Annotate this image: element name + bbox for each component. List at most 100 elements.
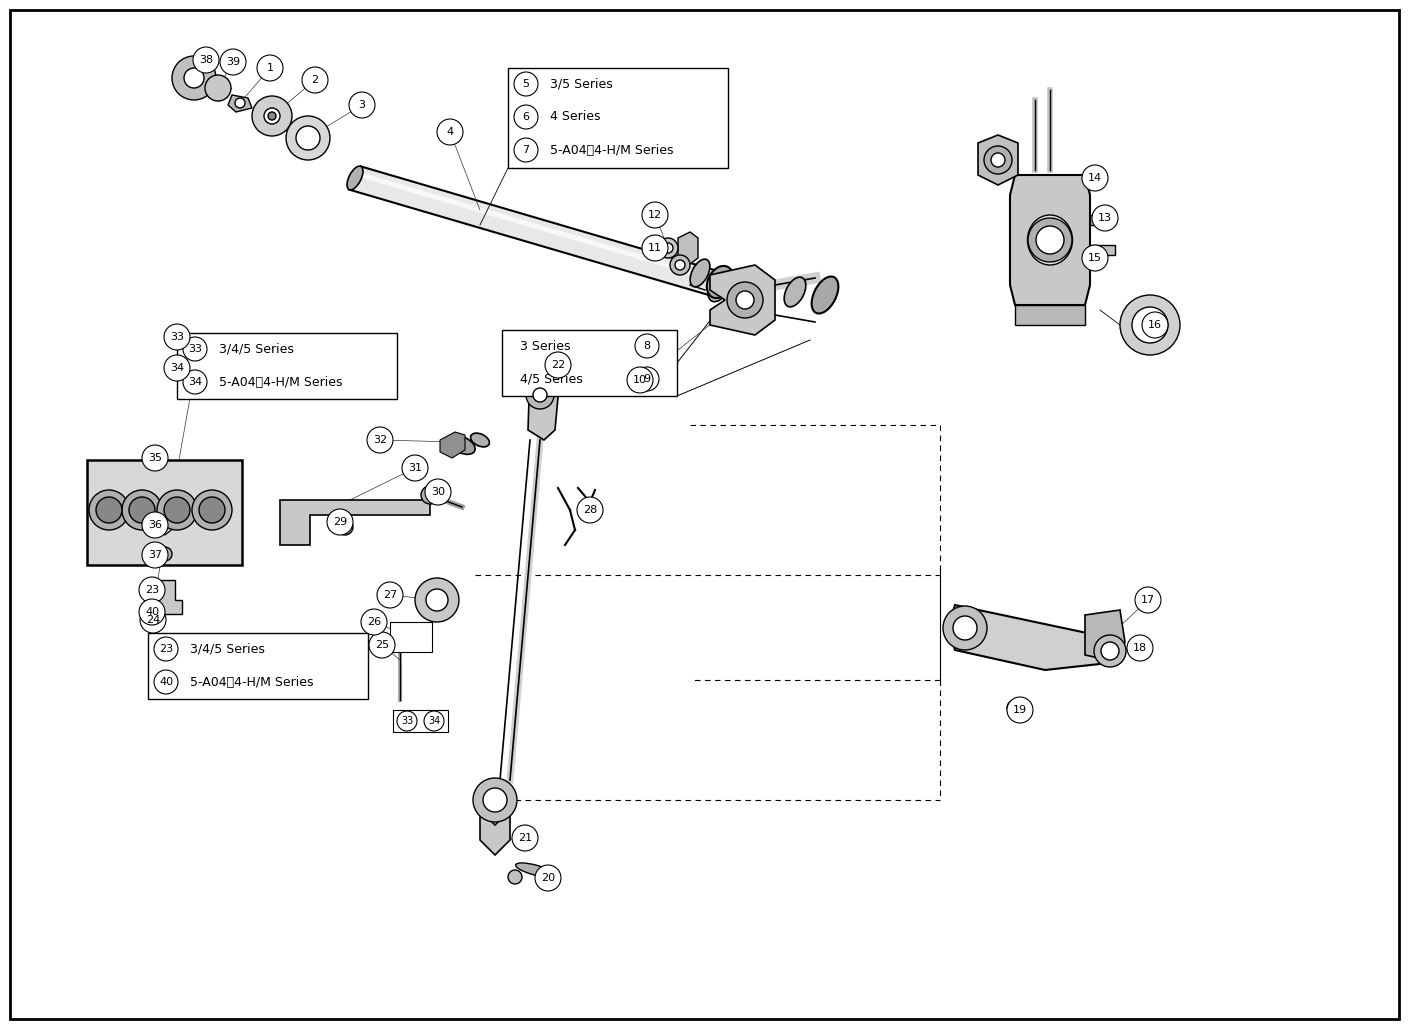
Ellipse shape	[1027, 215, 1072, 265]
Circle shape	[983, 146, 1012, 174]
Text: 17: 17	[1141, 595, 1155, 605]
Polygon shape	[280, 500, 430, 545]
Circle shape	[154, 670, 178, 694]
Ellipse shape	[347, 166, 364, 190]
Circle shape	[337, 519, 354, 535]
Bar	[502, 330, 676, 396]
Circle shape	[163, 497, 190, 523]
Ellipse shape	[516, 863, 554, 877]
Circle shape	[509, 870, 521, 884]
Circle shape	[183, 370, 207, 394]
Circle shape	[142, 445, 168, 471]
Circle shape	[123, 490, 162, 530]
Text: 5: 5	[523, 79, 530, 88]
Circle shape	[578, 497, 603, 523]
Circle shape	[671, 255, 690, 275]
Text: 28: 28	[583, 505, 597, 514]
Circle shape	[163, 324, 190, 350]
Circle shape	[514, 72, 538, 96]
Text: 37: 37	[148, 549, 162, 560]
Text: 16: 16	[1148, 320, 1162, 330]
Circle shape	[235, 98, 245, 108]
Circle shape	[511, 825, 538, 851]
Circle shape	[252, 96, 292, 136]
Ellipse shape	[471, 433, 489, 447]
Text: 40: 40	[145, 607, 159, 617]
Circle shape	[735, 291, 754, 309]
Polygon shape	[148, 580, 182, 614]
Text: 35: 35	[148, 453, 162, 463]
Circle shape	[424, 711, 444, 731]
Circle shape	[514, 138, 538, 162]
Text: 3/4/5 Series: 3/4/5 Series	[190, 642, 265, 655]
Text: 33: 33	[402, 716, 413, 726]
Circle shape	[1082, 165, 1107, 191]
Circle shape	[139, 607, 166, 633]
Polygon shape	[710, 265, 775, 335]
Ellipse shape	[707, 265, 733, 298]
Polygon shape	[948, 605, 1120, 670]
Polygon shape	[1091, 215, 1115, 225]
Text: 15: 15	[1088, 253, 1102, 263]
Circle shape	[664, 243, 674, 253]
Circle shape	[635, 334, 659, 358]
Circle shape	[727, 282, 764, 318]
Circle shape	[943, 606, 986, 650]
Circle shape	[1029, 218, 1072, 262]
Circle shape	[139, 599, 165, 625]
Circle shape	[526, 381, 554, 409]
Circle shape	[183, 338, 207, 361]
Bar	[178, 333, 397, 399]
Text: 3 Series: 3 Series	[520, 340, 571, 353]
Circle shape	[1007, 700, 1023, 716]
Text: 34: 34	[170, 363, 185, 372]
Circle shape	[296, 126, 320, 150]
Circle shape	[193, 47, 218, 73]
Circle shape	[473, 778, 517, 822]
Circle shape	[402, 455, 428, 481]
Circle shape	[426, 589, 448, 611]
Text: 31: 31	[409, 463, 423, 473]
Circle shape	[675, 260, 685, 270]
Ellipse shape	[449, 435, 475, 455]
Circle shape	[635, 367, 659, 391]
Circle shape	[156, 490, 197, 530]
Polygon shape	[978, 135, 1017, 185]
Text: 30: 30	[431, 487, 445, 497]
Circle shape	[991, 153, 1005, 167]
Polygon shape	[1014, 305, 1085, 325]
Text: 5-A04、4-H/M Series: 5-A04、4-H/M Series	[550, 143, 674, 156]
Text: 19: 19	[1013, 705, 1027, 715]
Text: 33: 33	[170, 332, 185, 342]
Circle shape	[1082, 245, 1107, 271]
Circle shape	[369, 632, 395, 658]
Circle shape	[483, 788, 507, 812]
Circle shape	[397, 711, 417, 731]
Text: 29: 29	[333, 517, 347, 527]
Bar	[390, 622, 433, 652]
Circle shape	[643, 235, 668, 261]
Text: 4/5 Series: 4/5 Series	[520, 372, 583, 386]
Circle shape	[349, 92, 375, 118]
Circle shape	[545, 352, 571, 378]
Text: 33: 33	[187, 344, 201, 354]
Circle shape	[139, 577, 165, 603]
Circle shape	[142, 512, 168, 538]
Text: 13: 13	[1098, 213, 1112, 223]
Circle shape	[256, 55, 283, 81]
Polygon shape	[87, 460, 242, 565]
Text: 22: 22	[551, 360, 565, 370]
Circle shape	[192, 490, 232, 530]
Circle shape	[1131, 307, 1168, 343]
Text: 32: 32	[373, 435, 387, 445]
Circle shape	[416, 578, 459, 622]
Ellipse shape	[812, 277, 838, 314]
Circle shape	[643, 202, 668, 228]
Circle shape	[286, 116, 330, 159]
Polygon shape	[678, 232, 697, 264]
Circle shape	[142, 542, 168, 568]
Bar	[509, 68, 728, 168]
Text: 11: 11	[648, 243, 662, 253]
Text: 10: 10	[633, 375, 647, 385]
Circle shape	[1093, 635, 1126, 667]
